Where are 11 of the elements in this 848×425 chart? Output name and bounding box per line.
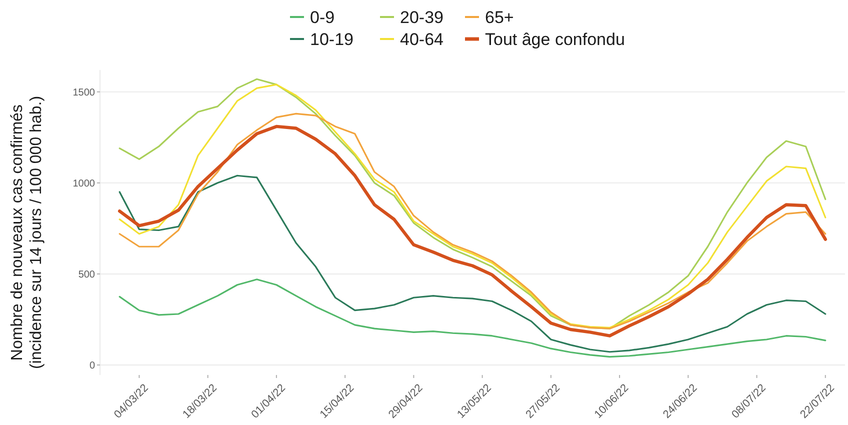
legend-label: 65+ bbox=[485, 8, 514, 27]
legend-label: 20-39 bbox=[400, 8, 444, 27]
legend-label: 40-64 bbox=[400, 30, 444, 49]
y-tick-label: 1000 bbox=[72, 178, 96, 190]
legend-label: 10-19 bbox=[310, 30, 354, 49]
y-tick-label: 500 bbox=[78, 269, 96, 280]
y-tick-label: 1500 bbox=[72, 87, 96, 98]
legend-label: 0-9 bbox=[310, 8, 335, 27]
y-axis-title: Nombre de nouveaux cas confirmés (incidence sur 14 jours / 100 000 hab.) bbox=[9, 96, 45, 370]
y-tick-label: 0 bbox=[89, 360, 96, 372]
legend-label: Tout âge confondu bbox=[485, 30, 625, 49]
